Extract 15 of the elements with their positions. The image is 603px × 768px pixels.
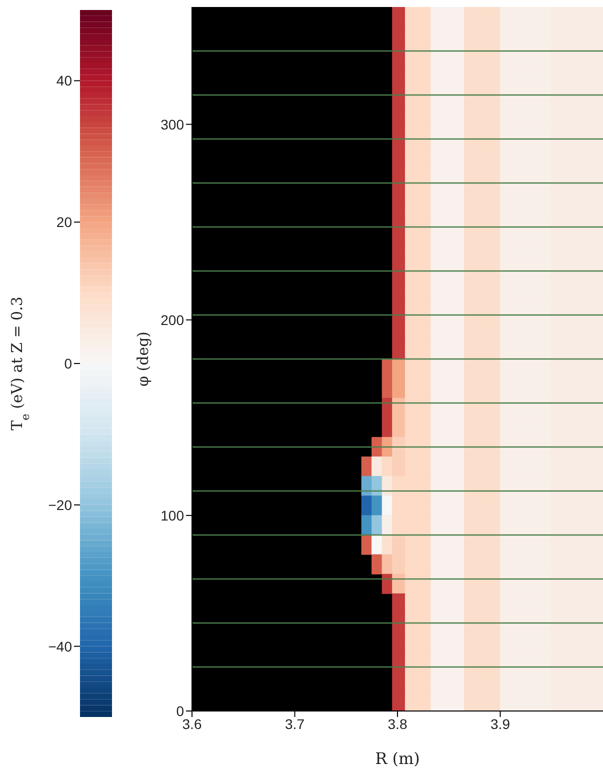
y-tick-label: 100 <box>160 507 184 524</box>
y-tick-label: 300 <box>160 116 184 132</box>
x-tick-label: 3.8 <box>388 716 408 732</box>
x-axis-title: R (m) <box>375 749 420 768</box>
color-bar-label: 40 <box>56 72 72 89</box>
x-tick-label: 3.9 <box>490 716 510 732</box>
x-tick-label: 3.7 <box>285 716 305 732</box>
color-bar-label: 20 <box>56 214 72 230</box>
color-bar-label: 0 <box>64 355 72 372</box>
color-bar-label: −20 <box>48 496 72 513</box>
color-bar-label: −40 <box>48 638 72 654</box>
x-tick-label: 3.6 <box>182 716 202 732</box>
y-tick-label: 200 <box>160 312 184 328</box>
y-axis-title: φ (deg) <box>134 331 152 387</box>
y-tick-label: 0 <box>176 702 184 719</box>
